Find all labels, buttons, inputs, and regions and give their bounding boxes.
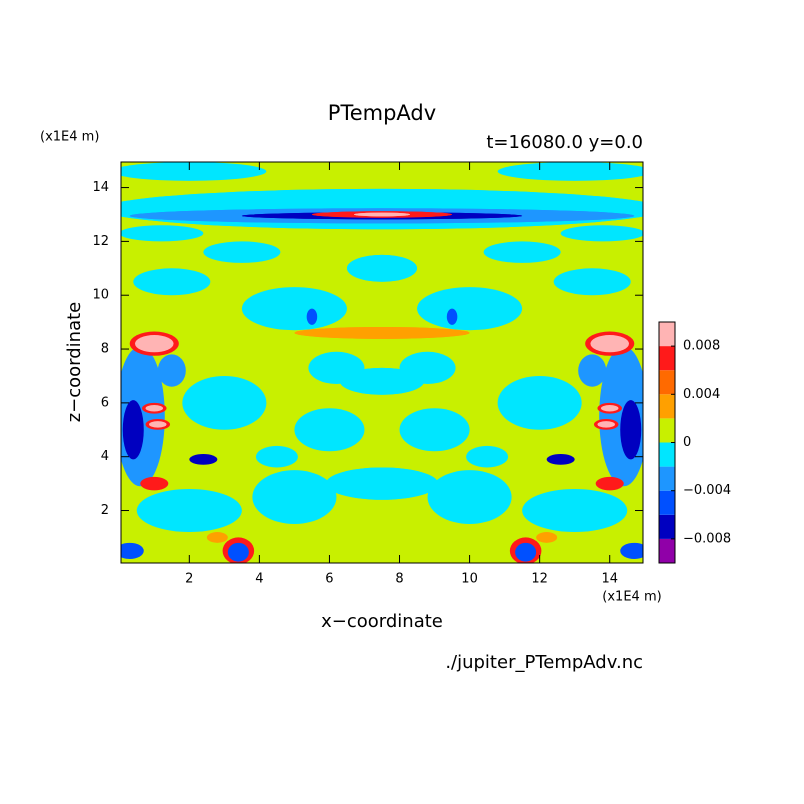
contour-region — [399, 408, 470, 452]
x-tick-label: 12 — [531, 572, 548, 587]
x-tick-label: 6 — [325, 572, 333, 587]
y-tick-label: 2 — [101, 503, 109, 518]
colorbar-band — [659, 514, 675, 539]
y-tick-label: 14 — [92, 180, 109, 195]
contour-region — [227, 542, 249, 562]
colorbar-band — [659, 346, 675, 371]
colorbar-band — [659, 466, 675, 491]
colorbar-band — [659, 418, 675, 443]
y-axis-label: z−coordinate — [64, 302, 85, 423]
chart-subtitle: t=16080.0 y=0.0 — [486, 132, 643, 153]
contour-region — [133, 268, 211, 296]
colorbar-tick-label: −0.008 — [683, 531, 731, 546]
contour-region — [497, 375, 582, 430]
y-tick-label: 4 — [101, 449, 109, 464]
contour-region — [446, 308, 458, 325]
y-tick-label: 10 — [92, 288, 109, 303]
contour-region — [135, 335, 174, 353]
contour-region — [483, 241, 561, 263]
contour-region — [140, 476, 169, 491]
x-tick-label: 2 — [185, 572, 193, 587]
contour-region — [595, 476, 624, 491]
contour-region — [546, 454, 575, 465]
chart-title: PTempAdv — [328, 101, 436, 125]
contour-field — [121, 162, 643, 563]
x-tick-label: 8 — [395, 572, 403, 587]
contour-region — [121, 225, 204, 242]
x-tick-label: 14 — [601, 572, 618, 587]
colorbar-tick-label: 0.008 — [683, 339, 720, 354]
x-axis-label: x−coordinate — [321, 611, 443, 632]
contour-region — [620, 400, 642, 460]
contour-region — [294, 408, 365, 452]
contour-region — [590, 335, 629, 353]
contour-region — [241, 287, 347, 331]
y-tick-label: 6 — [101, 395, 109, 410]
contour-region — [306, 308, 318, 325]
y-tick-label: 12 — [92, 234, 109, 249]
colorbar-tick-label: −0.004 — [683, 483, 731, 498]
contour-region — [497, 162, 643, 181]
contour-region — [597, 421, 615, 428]
colorbar-band — [659, 394, 675, 419]
y-tick-label: 8 — [101, 342, 109, 357]
contour-region — [353, 212, 411, 217]
x-tick-label: 10 — [461, 572, 478, 587]
plot-frame — [120, 161, 644, 564]
contour-region — [466, 445, 509, 468]
contour-region — [325, 467, 439, 500]
contour-region — [515, 542, 537, 562]
contour-region — [252, 470, 337, 524]
colorbar-band — [659, 370, 675, 395]
contour-region — [578, 354, 607, 387]
colorbar-tick-label: 0.004 — [683, 387, 720, 402]
source-file: ./jupiter_PTempAdv.nc — [445, 652, 643, 673]
contour-region — [536, 532, 558, 543]
contour-region — [203, 241, 281, 263]
contour-region — [553, 268, 631, 296]
contour-region — [206, 532, 228, 543]
contour-region — [121, 162, 267, 181]
x-tick-label: 4 — [255, 572, 263, 587]
contour-region — [560, 225, 643, 242]
y-unit: (x1E4 m) — [40, 130, 99, 145]
contour-region — [339, 367, 425, 395]
contour-region — [427, 470, 512, 524]
contour-region — [522, 488, 628, 533]
colorbar-band — [659, 490, 675, 515]
colorbar-band — [659, 322, 675, 347]
contour-region — [600, 405, 619, 412]
contour-region — [189, 454, 218, 465]
contour-region — [294, 326, 470, 339]
contour-region — [149, 421, 167, 428]
contour-region — [145, 405, 164, 412]
colorbar-tick-label: 0 — [683, 435, 691, 450]
contour-region — [122, 400, 144, 460]
contour-region — [157, 354, 186, 387]
contour-region — [121, 542, 144, 559]
contour-region — [417, 287, 523, 331]
contour-region — [255, 445, 298, 468]
colorbar-band — [659, 442, 675, 467]
contour-region — [620, 542, 643, 559]
contour-region — [346, 254, 418, 282]
x-unit: (x1E4 m) — [602, 590, 661, 605]
colorbar-band — [659, 538, 675, 563]
contour-region — [182, 375, 267, 430]
contour-region — [136, 488, 242, 533]
